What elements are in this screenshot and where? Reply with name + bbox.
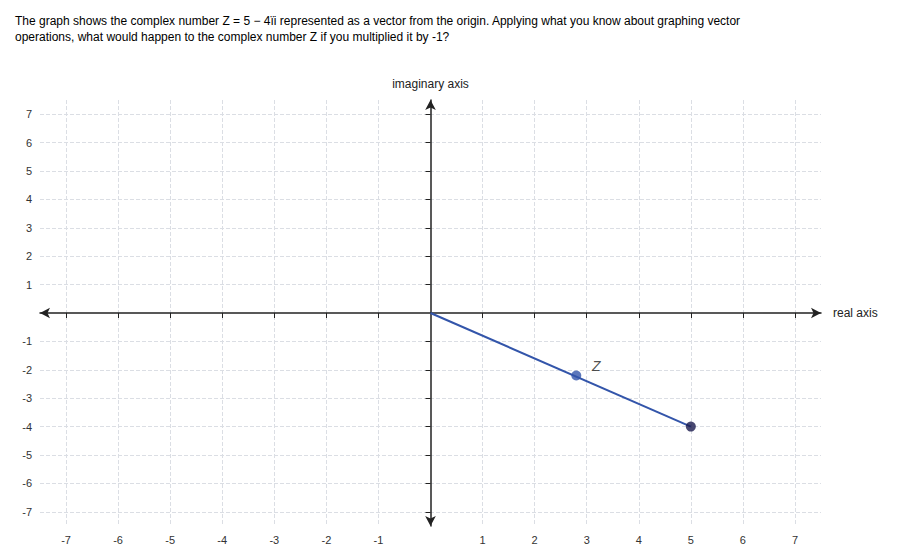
svg-text:-7: -7 — [61, 534, 71, 546]
svg-text:4: 4 — [26, 193, 32, 205]
svg-text:3: 3 — [584, 534, 590, 546]
svg-text:5: 5 — [26, 165, 32, 177]
svg-text:6: 6 — [26, 137, 32, 149]
svg-text:-3: -3 — [269, 534, 279, 546]
svg-text:2: 2 — [532, 534, 538, 546]
svg-text:6: 6 — [740, 534, 746, 546]
svg-text:-4: -4 — [22, 421, 32, 433]
svg-text:-1: -1 — [374, 534, 384, 546]
svg-text:7: 7 — [792, 534, 798, 546]
svg-text:1: 1 — [26, 279, 32, 291]
svg-text:-6: -6 — [22, 477, 32, 489]
svg-text:-2: -2 — [321, 534, 331, 546]
svg-text:4: 4 — [636, 534, 642, 546]
svg-text:-1: -1 — [22, 335, 32, 347]
svg-text:2: 2 — [26, 250, 32, 262]
svg-text:imaginary axis: imaginary axis — [392, 77, 469, 91]
svg-text:-2: -2 — [22, 364, 32, 376]
svg-text:7: 7 — [26, 108, 32, 120]
svg-text:5: 5 — [688, 534, 694, 546]
svg-text:real axis: real axis — [833, 306, 878, 320]
svg-text:-3: -3 — [22, 392, 32, 404]
svg-text:3: 3 — [26, 222, 32, 234]
svg-text:The graph shows the complex nu: The graph shows the complex number Z = 5… — [15, 14, 740, 28]
svg-text:-4: -4 — [217, 534, 227, 546]
svg-text:operations, what would happen: operations, what would happen to the com… — [15, 30, 450, 44]
svg-text:-7: -7 — [22, 506, 32, 518]
svg-text:Z: Z — [591, 358, 601, 374]
svg-text:1: 1 — [480, 534, 486, 546]
svg-text:-5: -5 — [165, 534, 175, 546]
svg-text:-6: -6 — [113, 534, 123, 546]
svg-text:-5: -5 — [22, 449, 32, 461]
